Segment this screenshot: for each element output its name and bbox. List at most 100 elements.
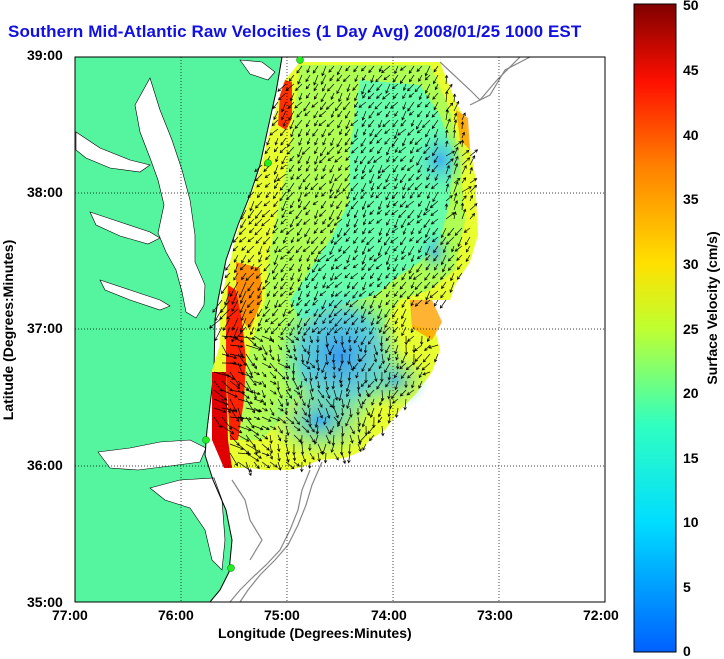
velocity-arrow xyxy=(328,344,335,355)
velocity-arrow xyxy=(465,254,471,263)
velocity-arrow xyxy=(377,416,383,424)
velocity-arrow xyxy=(297,272,303,283)
velocity-arrow xyxy=(303,200,311,211)
velocity-arrow xyxy=(221,380,233,392)
velocity-arrow xyxy=(277,425,283,434)
velocity-arrow xyxy=(369,299,375,309)
velocity-arrow xyxy=(261,461,271,469)
velocity-arrow xyxy=(407,101,415,112)
velocity-arrow xyxy=(248,290,255,299)
velocity-arrow xyxy=(209,317,223,329)
velocity-arrow xyxy=(279,146,287,154)
velocity-arrow xyxy=(297,281,303,292)
velocity-arrow xyxy=(314,164,319,172)
velocity-arrow xyxy=(241,272,247,281)
velocity-arrow xyxy=(425,263,431,271)
velocity-arrow xyxy=(423,236,431,244)
velocity-arrow xyxy=(301,344,307,353)
velocity-arrow xyxy=(341,452,347,465)
velocity-arrow xyxy=(416,218,423,224)
velocity-arrow xyxy=(229,371,240,387)
velocity-arrow xyxy=(280,281,287,290)
velocity-arrow xyxy=(329,74,335,82)
bay-water xyxy=(99,279,171,311)
velocity-arrow xyxy=(221,389,238,398)
velocity-arrow xyxy=(330,443,335,453)
velocity-arrow xyxy=(369,434,375,442)
velocity-arrow xyxy=(238,281,247,299)
velocity-arrow xyxy=(424,83,431,94)
velocity-arrow xyxy=(314,155,319,165)
velocity-arrow xyxy=(306,236,311,245)
velocity-arrow xyxy=(353,209,359,219)
velocity-arrow xyxy=(263,263,271,272)
velocity-arrow xyxy=(273,254,279,266)
velocity-arrow xyxy=(296,227,303,236)
velocity-arrow xyxy=(373,290,383,299)
velocity-arrow xyxy=(409,236,415,242)
velocity-arrow xyxy=(261,209,271,218)
velocity-arrow xyxy=(269,353,275,361)
velocity-arrow xyxy=(225,263,231,271)
velocity-arrow xyxy=(317,389,325,399)
velocity-arrow xyxy=(336,65,343,76)
velocity-arrow xyxy=(333,416,340,425)
velocity-arrow xyxy=(385,173,391,183)
velocity-arrow xyxy=(322,272,327,280)
colorbar xyxy=(633,3,677,653)
velocity-arrow xyxy=(447,254,455,262)
velocity-arrow xyxy=(406,164,415,171)
velocity-arrow xyxy=(309,335,314,344)
velocity-arrow xyxy=(351,317,359,326)
velocity-arrow xyxy=(330,110,335,118)
velocity-arrow xyxy=(384,209,391,216)
velocity-arrow xyxy=(345,200,351,208)
velocity-arrow xyxy=(357,443,362,453)
velocity-arrow xyxy=(418,74,423,82)
velocity-arrow xyxy=(273,218,279,229)
velocity-arrow xyxy=(429,290,439,299)
velocity-arrow xyxy=(245,452,260,462)
velocity-arrow xyxy=(376,83,383,92)
colorbar-tick-label: 35 xyxy=(683,191,699,207)
velocity-arrow xyxy=(445,174,451,184)
velocity-arrow xyxy=(445,164,450,175)
velocity-arrow xyxy=(272,290,279,297)
velocity-arrow xyxy=(418,380,423,389)
velocity-arrow xyxy=(277,434,282,442)
velocity-arrow xyxy=(272,101,279,110)
velocity-arrow xyxy=(314,371,319,380)
velocity-arrow xyxy=(439,299,447,309)
velocity-arrow xyxy=(338,92,343,103)
velocity-arrow xyxy=(416,254,423,260)
velocity-arrow xyxy=(399,236,407,246)
velocity-arrow xyxy=(310,236,319,245)
velocity-arrow xyxy=(266,245,271,254)
velocity-arrow xyxy=(402,92,407,100)
velocity-arrow xyxy=(392,299,399,309)
velocity-arrow xyxy=(314,416,319,429)
velocity-arrow xyxy=(392,281,399,287)
velocity-arrow xyxy=(268,344,273,354)
bay-water xyxy=(89,211,161,245)
velocity-arrow xyxy=(277,317,287,327)
velocity-arrow xyxy=(456,272,463,280)
velocity-arrow xyxy=(461,165,467,175)
velocity-arrow xyxy=(261,380,267,388)
velocity-arrow xyxy=(253,461,260,470)
velocity-arrow xyxy=(352,290,359,299)
chart-title: Southern Mid-Atlantic Raw Velocities (1 … xyxy=(8,22,582,41)
velocity-arrow xyxy=(239,263,247,271)
velocity-arrow xyxy=(376,380,383,390)
velocity-arrow xyxy=(370,182,375,191)
velocity-arrow xyxy=(361,362,367,372)
velocity-arrow xyxy=(289,263,295,272)
velocity-arrow xyxy=(289,92,295,102)
velocity-arrow xyxy=(340,335,344,346)
station-marker xyxy=(264,159,272,167)
velocity-arrow xyxy=(288,209,295,215)
velocity-arrow xyxy=(345,65,351,72)
velocity-arrow xyxy=(240,209,247,220)
velocity-arrow xyxy=(305,119,311,128)
velocity-arrow xyxy=(309,389,314,401)
